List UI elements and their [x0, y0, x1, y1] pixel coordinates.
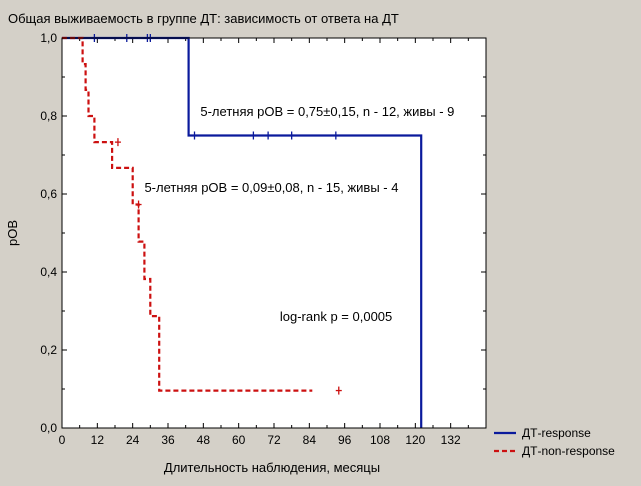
- x-tick-label: 36: [161, 433, 175, 447]
- annotation-2: 5-летняя pOB = 0,09±0,08, n - 15, живы -…: [144, 180, 398, 195]
- annotation-3: log-rank p = 0,0005: [280, 309, 392, 324]
- x-tick-label: 96: [338, 433, 352, 447]
- y-tick-label: 0,8: [40, 109, 57, 123]
- y-tick-label: 1,0: [40, 31, 57, 45]
- x-tick-label: 120: [405, 433, 425, 447]
- y-tick-label: 0,6: [40, 187, 57, 201]
- annotations: 5-летняя pOB = 0,75±0,15, n - 12, живы -…: [144, 104, 454, 324]
- x-axis-label: Длительность наблюдения, месяцы: [164, 460, 380, 475]
- x-tick-label: 84: [303, 433, 317, 447]
- axis-ticks: 0 12 24 36 48 60 72 84 96 108 120 132 0,0 0,2 0,4 0,6 0,…: [40, 31, 486, 447]
- y-tick-label: 0,2: [40, 343, 57, 357]
- plot-frame: [61, 37, 487, 429]
- x-tick-label: 24: [126, 433, 140, 447]
- legend-label-2: ДТ-non-response: [522, 444, 615, 458]
- y-tick-label: 0,4: [40, 265, 57, 279]
- x-tick-label: 72: [267, 433, 281, 447]
- chart-title: Общая выживаемость в группе ДТ: зависимо…: [8, 11, 399, 26]
- x-tick-label: 108: [370, 433, 390, 447]
- legend-label-1: ДТ-response: [522, 426, 591, 440]
- x-tick-label: 0: [59, 433, 66, 447]
- y-axis-label: pOB: [5, 220, 20, 246]
- legend: ДТ-response ДТ-non-response: [494, 426, 615, 458]
- x-tick-label: 48: [197, 433, 211, 447]
- y-tick-label: 0,0: [40, 421, 57, 435]
- series-line-2: [62, 36, 313, 392]
- x-tick-label: 12: [91, 433, 105, 447]
- annotation-1: 5-летняя pOB = 0,75±0,15, n - 12, живы -…: [200, 104, 454, 119]
- plot-area: [62, 38, 486, 428]
- x-tick-label: 60: [232, 433, 246, 447]
- x-tick-label: 132: [441, 433, 461, 447]
